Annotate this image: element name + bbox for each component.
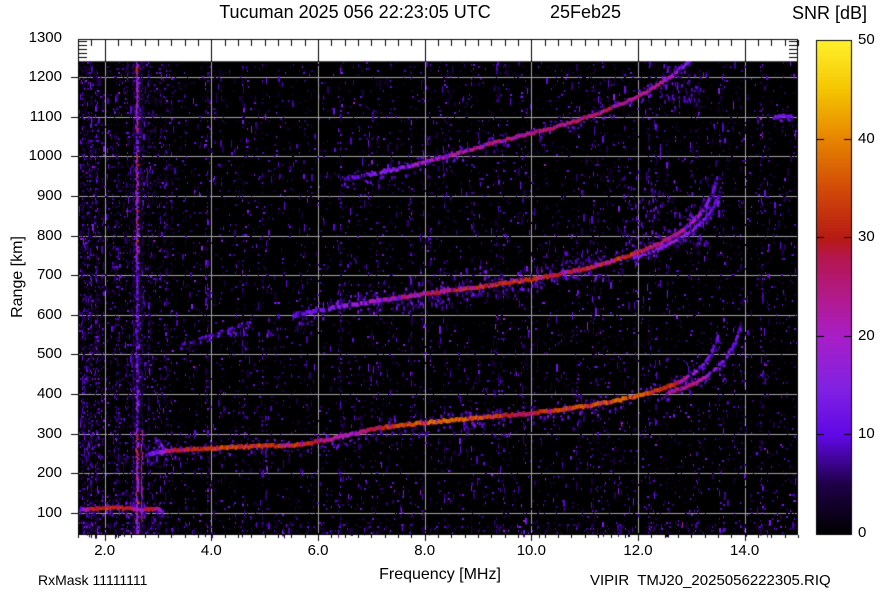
colorbar-tick-label: 0 [858,524,867,541]
colorbar-tick-label: 40 [858,129,875,147]
y-tick-label: 500 [36,345,62,363]
plot-title: Tucuman 2025 056 22:23:05 UTC [219,2,491,22]
y-tick-label: 100 [36,503,62,521]
x-tick-label: 6.0 [307,542,329,559]
y-tick-label: 1000 [28,147,62,165]
y-tick-label: 900 [36,187,62,204]
y-axis-title: Range [km] [9,236,26,318]
colorbar-tick-label: 10 [858,425,875,443]
colorbar-tick-label: 30 [858,228,875,246]
x-tick-label: 14.0 [730,542,760,559]
y-tick-label: 600 [36,305,62,323]
x-tick-label: 8.0 [414,542,436,559]
y-tick-label: 400 [36,385,62,403]
x-tick-label: 2.0 [94,542,116,559]
y-tick-label: 1300 [28,28,62,46]
y-tick-label: 800 [36,226,62,244]
colorbar-tick-label: 50 [858,31,875,48]
data-file-label: VIPIR TMJ20_2025056222305.RIQ [590,572,831,589]
y-tick-label: 300 [36,424,62,442]
x-axis-title: Frequency [MHz] [379,566,501,583]
x-tick-label: 12.0 [623,542,653,559]
y-tick-label: 200 [36,464,62,482]
x-tick-label: 10.0 [516,542,546,559]
y-tick-label: 700 [36,266,62,284]
colorbar-tick-label: 20 [858,326,875,344]
y-tick-label: 1100 [29,107,62,125]
x-tick-label: 4.0 [200,542,222,559]
y-tick-label: 1200 [28,68,62,86]
rxmask-label: RxMask 11111111 [38,572,148,588]
colorbar-title: SNR [dB] [792,3,868,23]
plot-date: 25Feb25 [550,2,622,22]
